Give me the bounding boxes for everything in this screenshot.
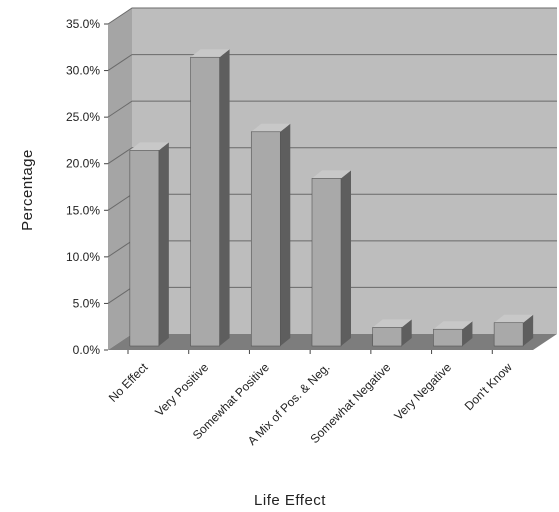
y-tick-label: 10.0% bbox=[66, 250, 100, 264]
bar bbox=[190, 49, 230, 347]
x-tick-label: Very Negative bbox=[391, 360, 454, 423]
bar-side bbox=[341, 170, 351, 346]
y-tick-label: 35.0% bbox=[66, 17, 100, 31]
bar-front bbox=[433, 328, 463, 347]
bar bbox=[493, 314, 534, 347]
bar-top bbox=[372, 319, 412, 328]
bar bbox=[372, 319, 412, 347]
y-tick-label: 30.0% bbox=[66, 64, 100, 78]
bar-front bbox=[190, 56, 220, 347]
y-tick-label: 20.0% bbox=[66, 157, 100, 171]
bars bbox=[129, 49, 534, 347]
bar-side bbox=[280, 123, 291, 347]
x-tick-label: Don't Know bbox=[462, 360, 515, 413]
side-wall bbox=[108, 8, 132, 350]
bar bbox=[250, 123, 291, 347]
bar-top bbox=[312, 170, 351, 179]
y-tick-label: 25.0% bbox=[66, 110, 100, 124]
bar-side bbox=[158, 142, 169, 346]
bar bbox=[433, 321, 473, 347]
bar-top bbox=[129, 142, 169, 151]
gridline bbox=[107, 100, 557, 118]
bar-side bbox=[523, 314, 534, 346]
gridline bbox=[107, 7, 557, 25]
bar-top bbox=[190, 49, 230, 58]
y-tick-label: 5.0% bbox=[73, 296, 101, 310]
bar-top bbox=[251, 123, 291, 132]
y-tick-label: 15.0% bbox=[66, 203, 100, 217]
bar-side bbox=[219, 49, 230, 346]
gridline bbox=[107, 54, 557, 71]
bar bbox=[129, 142, 169, 347]
bar-side bbox=[462, 321, 473, 346]
bar-top bbox=[494, 314, 534, 323]
x-tick-label: No Effect bbox=[106, 360, 151, 405]
bar-front bbox=[311, 178, 342, 347]
gridline bbox=[107, 147, 557, 165]
bar-front bbox=[493, 322, 524, 347]
bar-front bbox=[129, 150, 160, 347]
x-axis-title: Life Effect bbox=[254, 492, 326, 509]
bar-front bbox=[372, 327, 403, 347]
y-axis-ticks: 0.0% 5.0% 10.0% 15.0% 20.0% 25.0% 30.0% 35.0% bbox=[66, 17, 108, 357]
y-tick-label: 0.0% bbox=[73, 343, 101, 357]
bar bbox=[311, 170, 351, 347]
bar-front bbox=[250, 131, 281, 347]
bar-side bbox=[401, 319, 412, 346]
bar-top bbox=[433, 321, 473, 330]
y-axis-title: Percentage bbox=[19, 149, 36, 231]
x-tick-label: Very Positive bbox=[152, 360, 211, 419]
